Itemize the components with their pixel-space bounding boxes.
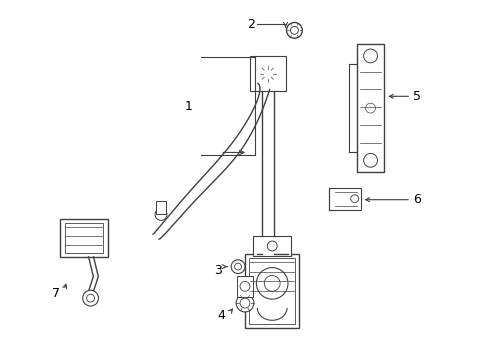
- Circle shape: [155, 208, 167, 220]
- Circle shape: [87, 294, 95, 302]
- Bar: [335, 192, 357, 206]
- Circle shape: [264, 275, 280, 291]
- Circle shape: [240, 282, 250, 291]
- Text: 5: 5: [413, 90, 421, 103]
- Circle shape: [351, 195, 359, 203]
- Text: 6: 6: [413, 193, 421, 206]
- Circle shape: [287, 22, 302, 38]
- Text: 4: 4: [218, 309, 225, 322]
- Circle shape: [256, 267, 288, 299]
- Circle shape: [366, 103, 375, 113]
- Bar: [156, 201, 166, 215]
- Text: 2: 2: [247, 18, 255, 31]
- Bar: [357, 44, 384, 172]
- Circle shape: [267, 241, 277, 251]
- Text: 3: 3: [215, 264, 222, 277]
- Circle shape: [231, 260, 245, 274]
- Bar: [245, 254, 299, 328]
- Circle shape: [260, 66, 276, 82]
- Bar: [65, 223, 102, 253]
- Bar: [253, 236, 292, 256]
- Bar: [237, 275, 253, 297]
- Circle shape: [235, 263, 242, 270]
- Bar: [249, 258, 295, 324]
- Bar: [329, 188, 361, 210]
- Circle shape: [291, 26, 298, 34]
- Circle shape: [83, 290, 98, 306]
- Circle shape: [364, 49, 377, 63]
- Circle shape: [254, 60, 282, 87]
- Text: 7: 7: [52, 287, 60, 300]
- Bar: [60, 219, 108, 257]
- Bar: [250, 56, 286, 91]
- Text: 1: 1: [185, 100, 193, 113]
- Circle shape: [236, 294, 254, 312]
- Circle shape: [240, 298, 250, 308]
- Circle shape: [364, 153, 377, 167]
